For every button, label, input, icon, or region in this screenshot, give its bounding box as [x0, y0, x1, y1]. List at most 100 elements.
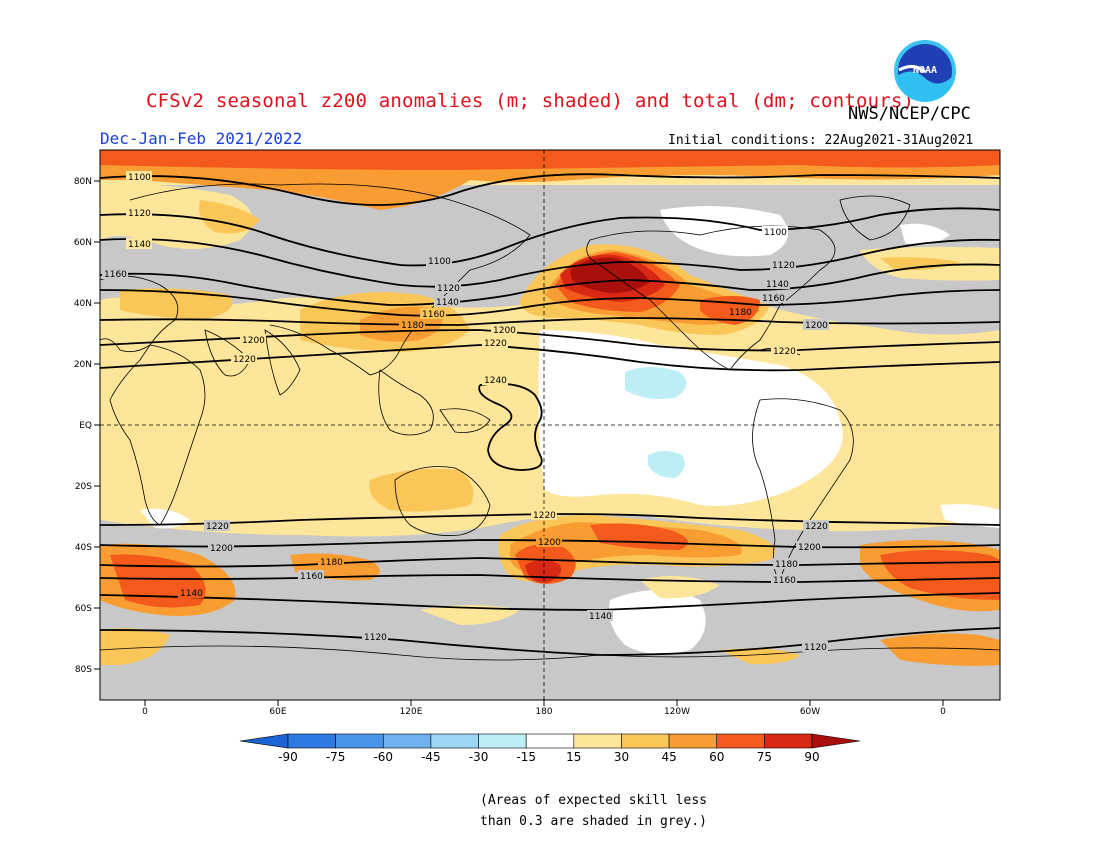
svg-text:1120: 1120	[437, 284, 460, 294]
agency-label: NWS/NCEP/CPC	[848, 104, 971, 124]
label-1200-d: 1200	[208, 542, 234, 554]
label-1120-a: 1120	[126, 207, 152, 219]
svg-text:1120: 1120	[804, 643, 827, 653]
svg-text:1200: 1200	[493, 326, 516, 336]
lon-tick-labels: 0 60E 120E 180 120W 60W 0	[142, 707, 946, 717]
svg-text:1180: 1180	[320, 558, 343, 568]
label-1120-e: 1120	[802, 641, 828, 653]
svg-text:1120: 1120	[772, 261, 795, 271]
svg-text:1160: 1160	[104, 270, 127, 280]
colorbar-arrow-high	[811, 733, 861, 749]
colorbar-box	[335, 733, 384, 749]
lon-tick: 120W	[664, 707, 690, 717]
lat-tick: 60N	[74, 238, 92, 248]
lat-tick-marks	[94, 180, 100, 670]
svg-text:1200: 1200	[805, 321, 828, 331]
svg-text:1220: 1220	[773, 347, 796, 357]
svg-text:1120: 1120	[364, 633, 387, 643]
label-1120-c: 1120	[770, 259, 796, 271]
contour-labels: 1100 1100 1100 1120 1120 1120 1140 1140 …	[102, 171, 829, 653]
lat-tick: 20S	[75, 482, 92, 492]
svg-text:1220: 1220	[206, 522, 229, 532]
colorbar-box	[668, 733, 718, 749]
lat-tick: 40S	[75, 543, 92, 553]
colorbar-box	[525, 733, 575, 749]
svg-text:1100: 1100	[764, 228, 787, 238]
svg-text:1200: 1200	[242, 336, 265, 346]
colorbar-label: -45	[421, 750, 441, 764]
svg-text:1160: 1160	[300, 572, 323, 582]
noaa-logo-text: NOAA	[913, 65, 937, 76]
label-1200-c: 1200	[803, 319, 829, 331]
label-1200-f: 1200	[796, 541, 822, 553]
label-1220-e: 1220	[531, 509, 557, 521]
height-contours	[100, 173, 1000, 656]
map-title: CFSv2 seasonal z200 anomalies (m; shaded…	[146, 90, 915, 112]
label-1140-d: 1140	[178, 587, 204, 599]
label-1160-d: 1160	[298, 570, 324, 582]
svg-text:1140: 1140	[589, 612, 612, 622]
colorbar-label: 75	[757, 750, 772, 764]
label-1220-f: 1220	[803, 520, 829, 532]
lat-tick: 20N	[74, 360, 92, 370]
label-1100-a: 1100	[126, 171, 152, 183]
label-1160-a: 1160	[102, 268, 128, 280]
label-1140-a: 1140	[126, 238, 152, 250]
lon-tick: 120E	[400, 707, 423, 717]
label-1180-d: 1180	[773, 558, 799, 570]
svg-text:1100: 1100	[128, 173, 151, 183]
colorbar-label: 15	[566, 750, 581, 764]
svg-text:1220: 1220	[484, 339, 507, 349]
colorbar-label: 45	[661, 750, 676, 764]
colorbar-label: 90	[804, 750, 819, 764]
label-1180-b: 1180	[727, 306, 753, 318]
colorbar-label: 60	[709, 750, 724, 764]
skill-note: (Areas of expected skill less than 0.3 a…	[480, 793, 707, 829]
forecast-period: Dec-Jan-Feb 2021/2022	[100, 129, 303, 148]
lat-tick: 40N	[74, 299, 92, 309]
svg-text:1200: 1200	[538, 538, 561, 548]
label-1140-c: 1140	[764, 278, 790, 290]
colorbar-label: -75	[326, 750, 346, 764]
svg-text:1200: 1200	[798, 543, 821, 553]
lon-tick: 0	[142, 707, 148, 717]
label-1180-c: 1180	[318, 556, 344, 568]
svg-text:1160: 1160	[762, 294, 785, 304]
label-1200-b: 1200	[491, 324, 517, 336]
colorbar-label: -15	[516, 750, 536, 764]
svg-text:1180: 1180	[401, 321, 424, 331]
svg-text:1220: 1220	[233, 355, 256, 365]
svg-text:1120: 1120	[128, 209, 151, 219]
colorbar-box	[621, 733, 670, 749]
label-1220-b: 1220	[482, 337, 508, 349]
svg-text:1180: 1180	[775, 560, 798, 570]
lon-tick: 0	[940, 707, 946, 717]
colorbar-box	[478, 733, 527, 749]
colorbar-label: -90	[278, 750, 298, 764]
colorbar-box	[764, 733, 813, 749]
svg-text:1140: 1140	[436, 298, 459, 308]
label-1200-e: 1200	[536, 536, 562, 548]
label-1160-e: 1160	[771, 574, 797, 586]
label-1140-e: 1140	[587, 610, 613, 622]
lat-tick: 80S	[75, 665, 92, 675]
svg-text:1140: 1140	[180, 589, 203, 599]
colorbar-box	[716, 733, 765, 749]
svg-text:1240: 1240	[484, 376, 507, 386]
label-1100-b: 1100	[426, 255, 452, 267]
lat-tick-labels: 80N 60N 40N 20N EQ 20S 40S 60S 80S	[74, 177, 92, 675]
label-1120-b: 1120	[435, 282, 461, 294]
colorbar-label: -30	[469, 750, 489, 764]
svg-text:1200: 1200	[210, 544, 233, 554]
colorbar-label: 30	[614, 750, 629, 764]
colorbar-box	[430, 733, 479, 749]
lon-tick: 180	[535, 707, 552, 717]
colorbar-arrow-low	[239, 733, 289, 749]
label-1220-d: 1220	[204, 520, 230, 532]
label-1100-c: 1100	[762, 226, 788, 238]
svg-text:1140: 1140	[128, 240, 151, 250]
lat-tick: EQ	[79, 421, 92, 431]
svg-text:1180: 1180	[729, 308, 752, 318]
colorbar-label: -60	[373, 750, 393, 764]
